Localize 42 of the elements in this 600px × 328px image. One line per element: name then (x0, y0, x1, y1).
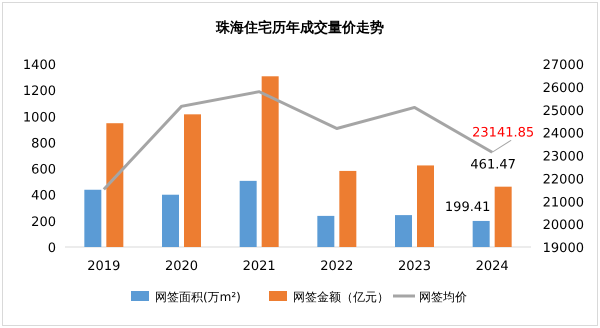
y-tick-label: 600 (31, 162, 56, 178)
y2-tick-label: 23000 (542, 150, 584, 164)
y-tick-label: 1000 (22, 110, 56, 126)
y-tick-label: 400 (31, 188, 56, 204)
y2-tick-label: 24000 (542, 126, 584, 142)
data-label: 199.41 (444, 200, 490, 215)
bar (106, 123, 124, 247)
y-tick-label: 200 (31, 214, 56, 230)
x-tick-label: 2021 (242, 259, 276, 274)
x-tick-label: 2020 (164, 259, 198, 274)
y2-tick-label: 21000 (542, 195, 584, 210)
x-tick-label: 2023 (398, 259, 432, 274)
bar (262, 76, 279, 247)
bar (317, 216, 334, 247)
bar (395, 215, 412, 247)
bar (339, 170, 356, 247)
y-tick-label: 1400 (22, 58, 56, 73)
bar (184, 114, 201, 247)
bar (472, 220, 490, 247)
y2-tick-label: 25000 (542, 104, 584, 119)
y2-tick-label: 20000 (542, 218, 584, 234)
legend-label: 网签金额（亿元） (293, 290, 389, 304)
x-tick-label: 2022 (320, 259, 354, 274)
y-tick-label: 800 (31, 136, 56, 152)
bar (240, 180, 257, 247)
x-tick-label: 2019 (87, 259, 120, 274)
y2-tick-label: 22000 (542, 172, 584, 188)
y2-tick-label: 19000 (542, 241, 584, 256)
bar (494, 186, 512, 247)
y-tick-label: 0 (48, 241, 56, 256)
x-tick-label: 2024 (476, 259, 509, 274)
bar (162, 194, 179, 247)
data-label: 461.47 (470, 158, 516, 173)
bar (84, 190, 102, 247)
chart-title: 珠海住宅历年成交量价走势 (215, 19, 384, 36)
bar (417, 165, 434, 247)
y2-tick-label: 27000 (542, 58, 584, 73)
legend-label: 网签面积(万m²) (155, 290, 241, 304)
y2-tick-label: 26000 (542, 80, 584, 96)
data-label: 23141.85 (472, 125, 534, 140)
legend-label: 网签均价 (419, 290, 467, 304)
y-tick-label: 1200 (22, 84, 56, 100)
